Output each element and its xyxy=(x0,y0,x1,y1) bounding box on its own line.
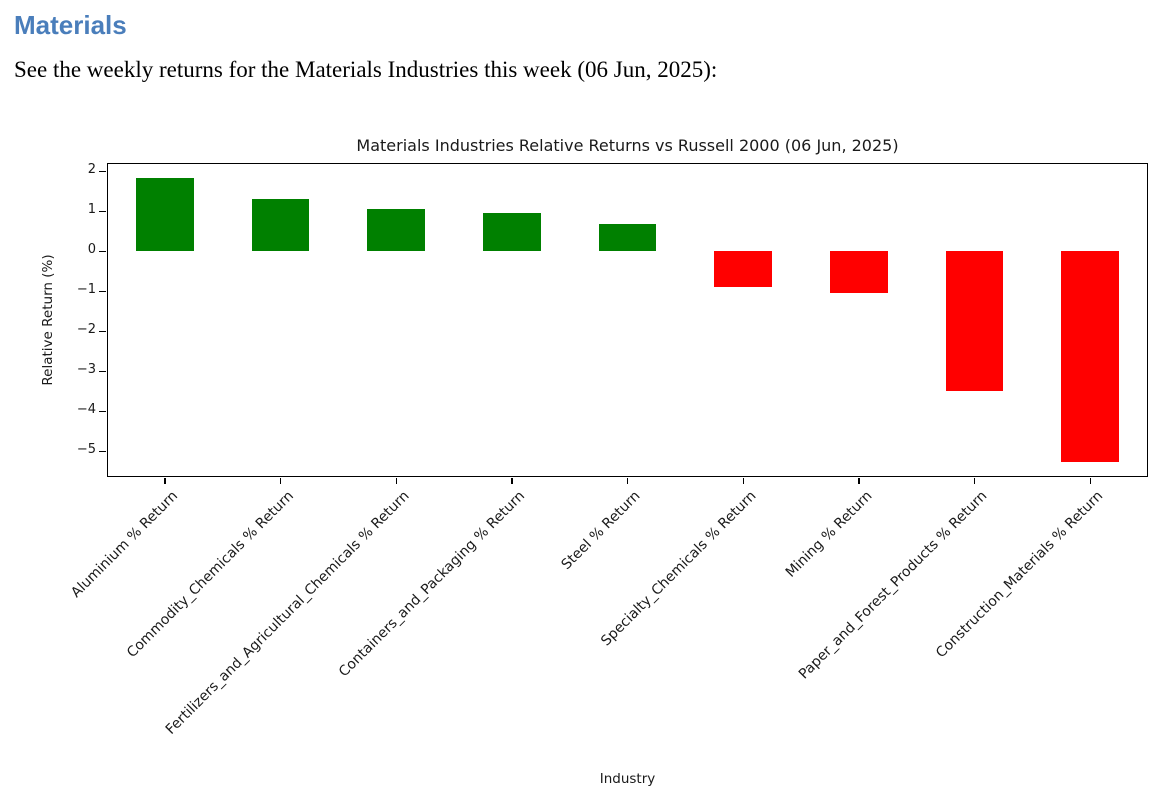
x-tick-mark xyxy=(1089,478,1091,484)
x-tick-mark xyxy=(164,478,166,484)
y-tick-label: 0 xyxy=(87,242,96,257)
bar-negative xyxy=(829,251,888,293)
page-title: Materials xyxy=(14,10,127,40)
x-tick-label: Paper_and_Forest_Products % Return xyxy=(796,488,991,683)
chart-title: Materials Industries Relative Returns vs… xyxy=(356,136,899,155)
x-tick-label: Steel % Return xyxy=(558,488,644,573)
y-tick-mark xyxy=(99,410,106,412)
y-tick-label: −5 xyxy=(76,442,96,457)
x-axis-label: Industry xyxy=(599,771,656,787)
x-tick-mark xyxy=(742,478,744,484)
bar-positive xyxy=(135,177,194,251)
y-tick-label: 2 xyxy=(87,162,96,177)
x-tick-label: Mining % Return xyxy=(782,488,876,581)
y-tick-mark xyxy=(99,290,106,292)
y-tick-mark xyxy=(99,210,106,212)
page-subtitle: See the weekly returns for the Materials… xyxy=(14,57,718,82)
x-tick-mark xyxy=(627,478,629,484)
x-tick-mark xyxy=(858,478,860,484)
y-tick-label: 1 xyxy=(87,202,96,217)
y-tick-mark xyxy=(99,450,106,452)
y-tick-mark xyxy=(99,370,106,372)
y-tick-mark xyxy=(99,330,106,332)
bar-positive xyxy=(482,213,541,251)
x-tick-mark xyxy=(974,478,976,484)
y-tick-label: −1 xyxy=(76,282,96,297)
x-tick-label: Aluminium % Return xyxy=(68,488,182,602)
y-tick-label: −4 xyxy=(76,402,96,417)
y-tick-mark xyxy=(99,250,106,252)
x-tick-mark xyxy=(280,478,282,484)
bar-positive xyxy=(251,199,310,251)
bar-negative xyxy=(714,251,773,287)
bar-positive xyxy=(598,223,657,251)
x-tick-label: Containers_and_Packaging % Return xyxy=(335,488,529,681)
bar-negative xyxy=(945,251,1004,391)
x-tick-label: Fertilizers_and_Agricultural_Chemicals %… xyxy=(162,488,413,738)
y-axis-label: Relative Return (%) xyxy=(40,254,56,386)
x-tick-mark xyxy=(511,478,513,484)
bar-positive xyxy=(367,208,426,251)
y-tick-mark xyxy=(99,170,106,172)
y-tick-label: −3 xyxy=(76,362,96,377)
y-tick-label: −2 xyxy=(76,322,96,337)
x-tick-mark xyxy=(395,478,397,484)
bar-negative xyxy=(1061,251,1120,462)
